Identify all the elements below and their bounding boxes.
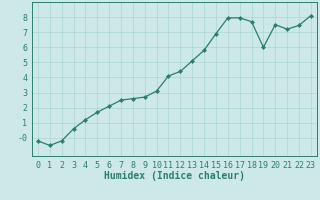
X-axis label: Humidex (Indice chaleur): Humidex (Indice chaleur) — [104, 171, 245, 181]
